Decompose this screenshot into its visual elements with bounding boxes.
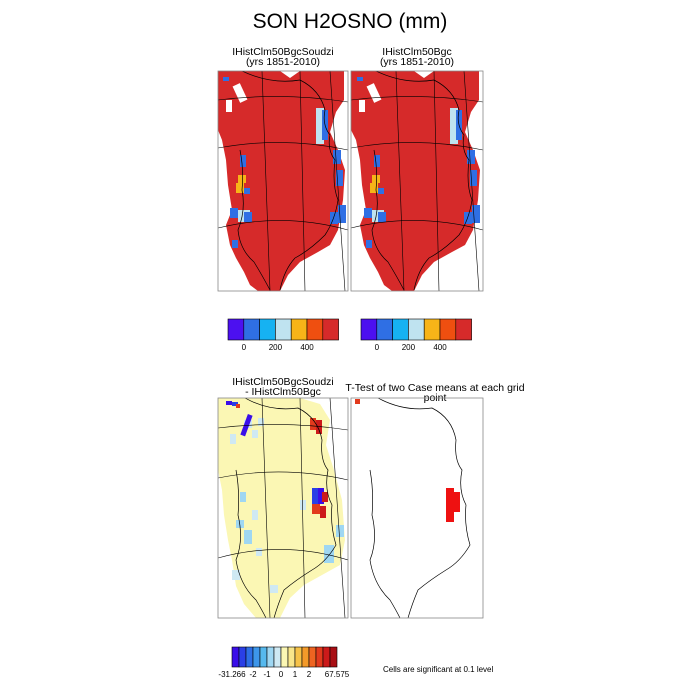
panel-title-top-right-sub: (yrs 1851-2010) [379, 56, 455, 68]
cb-top-left-tick-label: 400 [300, 343, 314, 352]
cell-bottom-left-2 [312, 488, 320, 504]
cb-bottom-left-tick-label: 2 [307, 670, 312, 679]
cb-bottom-left-swatch [301, 646, 310, 668]
cb-top-right-swatch [392, 318, 409, 341]
cb-bottom-left-swatch [273, 646, 282, 668]
cb-bottom-left-tick-label: 1 [293, 670, 298, 679]
colorbar-top-right: 0 200 400 [360, 318, 472, 352]
cell-top-right-2 [372, 175, 380, 183]
cb-bottom-left-tick-label: -2 [249, 670, 257, 679]
snow-field-top-left [218, 71, 345, 291]
panel-title-top-left-sub: (yrs 1851-2010) [245, 56, 321, 68]
cb-bottom-left-tick-label: 67.575 [325, 670, 350, 679]
snow-field-top-right [351, 71, 480, 291]
cb-bottom-left-swatch [315, 646, 324, 668]
cb-top-left-swatch [227, 318, 245, 341]
map-panel-bottom-right [350, 397, 484, 619]
cb-top-right-tick-label: 200 [402, 343, 416, 352]
cb-top-right-swatch [360, 318, 378, 341]
cb-top-right-swatch [439, 318, 457, 341]
cb-bottom-left-tick-label: 0 [279, 670, 284, 679]
panel-title-bottom-left: IHistClm50BgcSoudzi - IHistClm50Bgc [218, 376, 348, 398]
cb-top-right-swatch [423, 318, 441, 341]
difference-field-bottom-left [218, 398, 345, 618]
cb-bottom-left-swatch [322, 646, 331, 668]
panel-title-top-right: IHistClm50Bgc (yrs 1851-2010) [351, 46, 483, 68]
cb-bottom-left-tick-label: -1 [263, 670, 271, 679]
cb-top-right-swatch [408, 318, 425, 341]
panel-title-top-left-main: IHistClm50BgcSoudzi [232, 46, 334, 58]
cb-bottom-left-swatch [329, 646, 338, 668]
cell-top-left-1 [240, 155, 246, 167]
cb-top-left-swatch [243, 318, 260, 341]
cb-bottom-left-swatch [259, 646, 268, 668]
cb-top-left-tick-label: 200 [269, 343, 283, 352]
cb-bottom-left-swatch [294, 646, 303, 668]
cb-bottom-left-swatch [238, 646, 247, 668]
map-panel-top-right [350, 70, 484, 292]
significance-note: Cells are significant at 0.1 level [383, 665, 494, 674]
page-title: SON H2OSNO (mm) [252, 10, 448, 33]
panel-title-top-left: IHistClm50BgcSoudzi (yrs 1851-2010) [218, 46, 348, 68]
cb-top-right-tick-label: 0 [375, 343, 380, 352]
cb-bottom-left-swatch [287, 646, 296, 668]
cb-top-right-tick-label: 400 [433, 343, 447, 352]
cb-top-right-swatch [376, 318, 393, 341]
colorbar-bottom-left: -31.266 -2 -1 0 1 2 67.575 [218, 646, 350, 679]
cb-bottom-left-swatch [308, 646, 317, 668]
map-panel-bottom-left [217, 397, 349, 619]
cb-top-left-swatch [259, 318, 276, 341]
cb-top-left-swatch [290, 318, 308, 341]
panel-title-top-right-main: IHistClm50Bgc [382, 46, 452, 58]
cb-top-left-swatch [306, 318, 324, 341]
panel-title-bottom-left-main: IHistClm50BgcSoudzi [232, 376, 334, 388]
cb-bottom-left-swatch [245, 646, 254, 668]
cell-top-left-2 [238, 175, 246, 183]
cb-bottom-left-swatch [231, 646, 240, 668]
map-panel-top-left [217, 70, 349, 292]
colorbar-top-left: 0 200 400 [227, 318, 339, 352]
cb-top-left-tick-label: 0 [242, 343, 247, 352]
cell-top-right-1 [374, 155, 380, 167]
cb-bottom-left-swatch [252, 646, 261, 668]
cb-bottom-left-tick-label: -31.266 [218, 670, 246, 679]
cb-top-left-swatch [275, 318, 292, 341]
cb-bottom-left-swatch [266, 646, 275, 668]
cb-bottom-left-swatch [280, 646, 289, 668]
significant-cells [446, 488, 454, 522]
cb-top-left-swatch [322, 318, 339, 341]
panel-title-bottom-left-sub: - IHistClm50Bgc [245, 386, 321, 398]
cb-top-right-swatch [455, 318, 472, 341]
